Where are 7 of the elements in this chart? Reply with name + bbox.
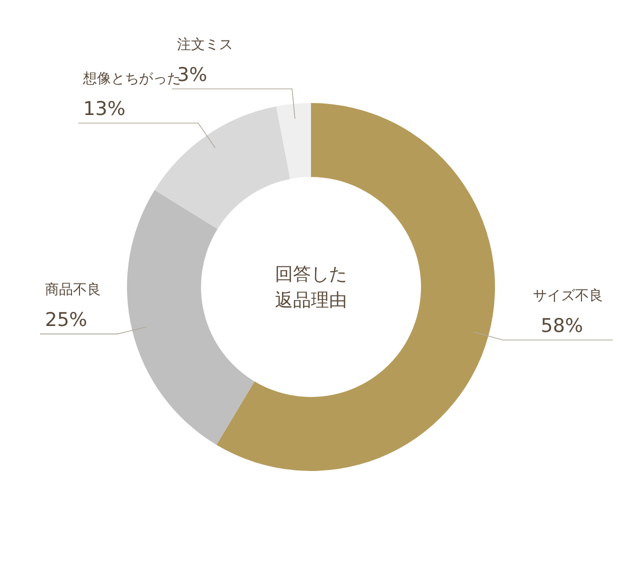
slice-label: 商品不良 bbox=[45, 282, 101, 298]
data-label: 25% bbox=[45, 308, 88, 331]
slice-label: サイズ不良 bbox=[532, 288, 603, 304]
data-label: 13% bbox=[83, 98, 126, 120]
slice-label: 注文ミス bbox=[177, 36, 234, 53]
data-label: 58% bbox=[540, 315, 584, 338]
text: 回答した返品理由 bbox=[275, 264, 347, 311]
